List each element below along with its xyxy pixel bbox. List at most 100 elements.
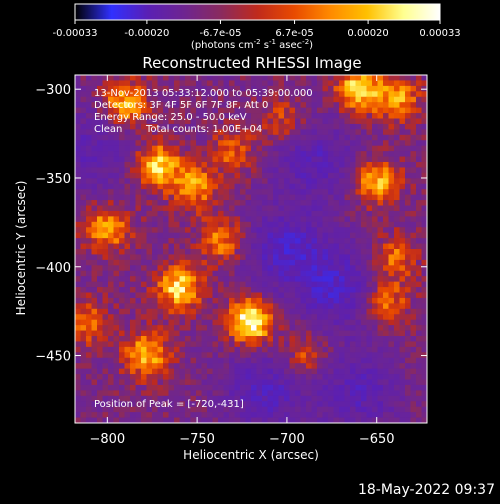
heatmap-cell	[410, 123, 417, 130]
heatmap-cell	[355, 308, 362, 315]
heatmap-cell	[163, 374, 169, 380]
heatmap-cell	[377, 162, 384, 168]
heatmap-cell	[245, 232, 252, 239]
heatmap-cell	[416, 384, 422, 391]
heatmap-cell	[372, 406, 378, 413]
heatmap-cell	[262, 352, 268, 359]
heatmap-cell	[284, 123, 290, 130]
heatmap-cell	[174, 249, 180, 255]
heatmap-cell	[212, 145, 219, 152]
heatmap-cell	[317, 238, 323, 244]
heatmap-cell	[383, 85, 389, 92]
heatmap-cell	[179, 80, 186, 87]
heatmap-cell	[333, 303, 340, 310]
heatmap-cell	[295, 259, 301, 266]
heatmap-cell	[284, 80, 290, 87]
heatmap-cell	[102, 243, 109, 250]
heatmap-cell	[333, 96, 340, 103]
heatmap-cell	[212, 412, 219, 418]
heatmap-cell	[163, 346, 169, 353]
heatmap-cell	[372, 183, 378, 190]
heatmap-cell	[119, 134, 125, 141]
heatmap-cell	[245, 91, 252, 98]
heatmap-cell	[223, 406, 230, 413]
heatmap-cell	[102, 156, 109, 163]
heatmap-cell	[333, 249, 340, 255]
heatmap-cell	[394, 113, 400, 119]
heatmap-cell	[196, 227, 202, 234]
heatmap-cell	[135, 145, 142, 152]
heatmap-cell	[262, 167, 268, 174]
heatmap-cell	[223, 96, 230, 103]
heatmap-cell	[174, 336, 180, 342]
heatmap-cell	[174, 270, 180, 277]
heatmap-cell	[108, 287, 114, 293]
heatmap-cell	[377, 107, 384, 114]
heatmap-cell	[218, 308, 224, 315]
heatmap-cell	[372, 162, 378, 168]
heatmap-cell	[405, 270, 411, 277]
heatmap-cell	[80, 287, 87, 293]
heatmap-cell	[328, 308, 334, 315]
heatmap-cell	[163, 156, 169, 163]
heatmap-cell	[300, 189, 307, 196]
heatmap-cell	[135, 319, 142, 326]
heatmap-cell	[421, 145, 428, 152]
heatmap-cell	[91, 308, 98, 315]
heatmap-cell	[372, 363, 378, 370]
heatmap-cell	[306, 270, 312, 277]
heatmap-cell	[223, 297, 230, 304]
heatmap-cell	[322, 102, 329, 109]
heatmap-cell	[113, 216, 120, 223]
heatmap-cell	[317, 314, 323, 321]
heatmap-cell	[295, 243, 301, 250]
heatmap-cell	[97, 227, 103, 234]
heatmap-cell	[102, 287, 109, 293]
heatmap-cell	[388, 178, 395, 185]
heatmap-cell	[306, 200, 312, 206]
heatmap-cell	[146, 80, 153, 87]
heatmap-cell	[223, 314, 230, 321]
heatmap-cell	[190, 80, 197, 87]
heatmap-cell	[102, 85, 109, 92]
heatmap-cell	[416, 221, 422, 228]
heatmap-cell	[102, 151, 109, 157]
heatmap-cell	[405, 183, 411, 190]
heatmap-cell	[394, 368, 400, 375]
heatmap-cell	[146, 319, 153, 326]
heatmap-cell	[190, 292, 197, 299]
heatmap-cell	[410, 352, 417, 359]
heatmap-cell	[179, 194, 186, 201]
heatmap-cell	[179, 270, 186, 277]
heatmap-cell	[410, 401, 417, 408]
heatmap-cell	[163, 85, 169, 92]
heatmap-cell	[295, 227, 301, 234]
heatmap-cell	[91, 292, 98, 299]
heatmap-cell	[300, 303, 307, 310]
heatmap-cell	[207, 379, 213, 386]
heatmap-cell	[311, 374, 318, 380]
heatmap-cell	[344, 287, 351, 293]
heatmap-cell	[196, 374, 202, 380]
heatmap-cell	[75, 254, 81, 261]
heatmap-cell	[366, 417, 373, 424]
heatmap-cell	[102, 80, 109, 87]
heatmap-cell	[196, 85, 202, 92]
heatmap-cell	[284, 314, 290, 321]
heatmap-cell	[394, 276, 400, 283]
heatmap-cell	[102, 270, 109, 277]
heatmap-cell	[130, 85, 136, 92]
heatmap-cell	[300, 118, 307, 125]
heatmap-cell	[394, 140, 400, 147]
heatmap-cell	[240, 183, 246, 190]
heatmap-cell	[119, 341, 125, 348]
heatmap-cell	[146, 325, 153, 331]
heatmap-cell	[366, 308, 373, 315]
heatmap-cell	[229, 417, 235, 424]
heatmap-cell	[273, 85, 279, 92]
heatmap-cell	[361, 368, 367, 375]
heatmap-cell	[119, 368, 125, 375]
heatmap-cell	[163, 210, 169, 217]
heatmap-cell	[278, 113, 285, 119]
heatmap-cell	[322, 265, 329, 272]
